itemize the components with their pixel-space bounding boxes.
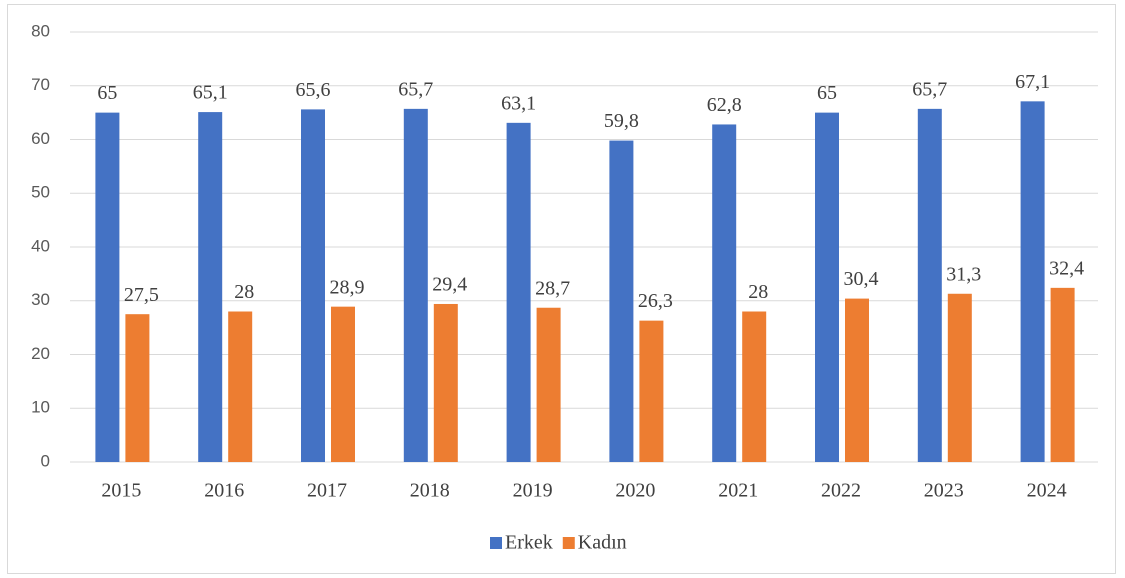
bar xyxy=(506,122,531,463)
data-label: 29,4 xyxy=(432,274,467,296)
x-tick-label: 2017 xyxy=(307,480,347,502)
bar xyxy=(301,109,325,463)
x-tick-label: 2021 xyxy=(718,480,758,502)
x-tick-label: 2016 xyxy=(204,480,244,502)
legend-label: Kadın xyxy=(578,532,627,554)
data-label: 67,1 xyxy=(1015,71,1050,93)
y-tick-label: 80 xyxy=(31,21,50,40)
data-label: 65,7 xyxy=(398,78,433,100)
data-label: 62,8 xyxy=(707,94,742,116)
y-tick-label: 30 xyxy=(31,290,50,309)
data-label: 26,3 xyxy=(638,290,673,312)
bar xyxy=(1050,287,1075,462)
data-label: 65 xyxy=(817,82,837,104)
bar xyxy=(639,320,664,462)
data-label: 32,4 xyxy=(1049,257,1084,279)
bar xyxy=(1020,101,1045,463)
data-label: 65,1 xyxy=(193,82,228,104)
bar xyxy=(609,140,634,462)
bar xyxy=(198,112,223,463)
data-label: 28,7 xyxy=(535,277,570,299)
bar xyxy=(433,303,458,462)
x-tick-label: 2018 xyxy=(410,480,450,502)
data-label: 30,4 xyxy=(844,268,879,290)
y-tick-label: 60 xyxy=(31,129,50,148)
bar xyxy=(125,314,150,462)
data-label: 31,3 xyxy=(946,263,981,285)
data-label: 59,8 xyxy=(604,110,639,132)
legend-label: Erkek xyxy=(505,532,553,554)
data-label: 28,9 xyxy=(330,276,365,298)
legend-swatch xyxy=(562,537,575,549)
x-tick-label: 2024 xyxy=(1027,480,1067,502)
bar xyxy=(917,108,942,463)
bar xyxy=(815,112,839,462)
data-label: 65,6 xyxy=(296,79,331,101)
x-tick-label: 2020 xyxy=(615,480,655,502)
bar xyxy=(845,298,869,462)
x-tick-label: 2022 xyxy=(821,480,861,502)
y-tick-label: 0 xyxy=(41,451,50,470)
bar xyxy=(95,112,120,462)
data-label: 63,1 xyxy=(501,92,536,114)
data-label: 28 xyxy=(748,281,768,303)
bar xyxy=(536,307,561,462)
bar xyxy=(228,311,253,462)
data-label: 28 xyxy=(234,281,254,303)
y-tick-label: 20 xyxy=(31,344,50,363)
bar xyxy=(712,124,737,462)
y-tick-label: 10 xyxy=(31,398,50,417)
y-tick-label: 50 xyxy=(31,183,50,202)
data-label: 65,7 xyxy=(912,78,947,100)
y-tick-label: 70 xyxy=(31,75,50,94)
bar xyxy=(331,306,355,462)
bar xyxy=(403,108,428,463)
x-tick-label: 2023 xyxy=(924,480,964,502)
bar xyxy=(947,293,972,462)
legend-swatch xyxy=(490,537,502,549)
y-tick-label: 40 xyxy=(31,236,50,255)
x-tick-label: 2019 xyxy=(513,480,553,502)
data-label: 27,5 xyxy=(124,284,159,306)
x-tick-label: 2015 xyxy=(101,480,141,502)
data-label: 65 xyxy=(97,82,117,104)
bar xyxy=(742,311,767,462)
